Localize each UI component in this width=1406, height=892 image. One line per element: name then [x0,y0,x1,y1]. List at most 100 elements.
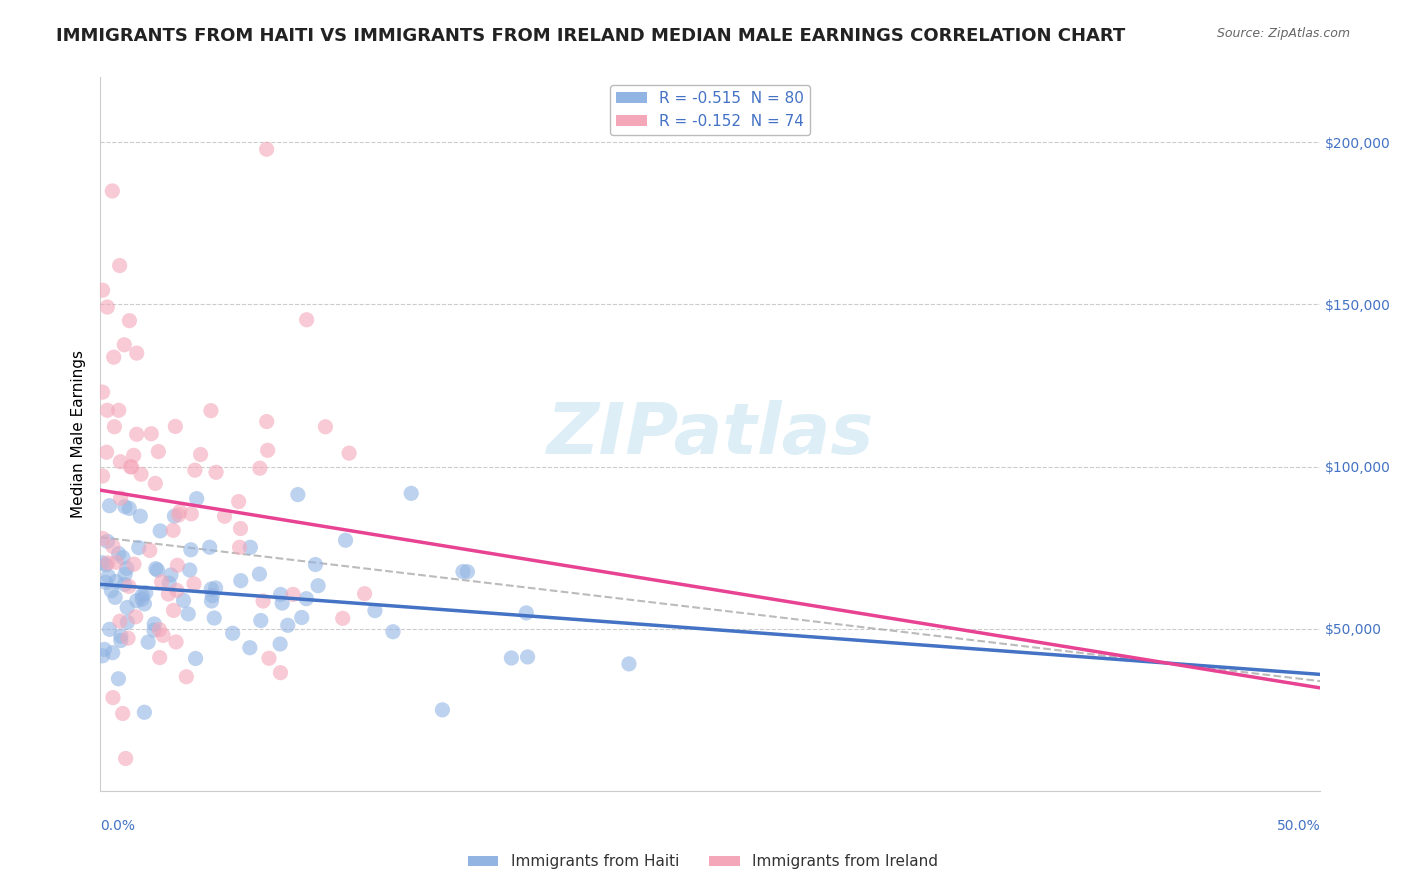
Immigrants from Haiti [91,648,114,663]
Immigrants from Ireland [252,594,274,608]
Immigrants from Haiti [146,563,169,577]
Immigrants from Haiti [201,589,224,603]
Immigrants from Ireland [214,509,236,524]
Immigrants from Ireland [110,491,132,506]
Immigrants from Ireland [125,610,148,624]
Immigrants from Haiti [100,583,122,598]
Immigrants from Haiti [200,594,222,608]
Immigrants from Ireland [249,461,271,475]
Immigrants from Ireland [295,312,318,326]
Immigrants from Haiti [335,533,357,548]
Immigrants from Haiti [177,607,200,621]
Immigrants from Haiti [115,561,138,575]
Immigrants from Ireland [183,577,205,591]
Immigrants from Haiti [110,629,132,643]
Text: Source: ZipAtlas.com: Source: ZipAtlas.com [1216,27,1350,40]
Y-axis label: Median Male Earnings: Median Male Earnings [72,351,86,518]
Immigrants from Ireland [91,385,114,400]
Immigrants from Haiti [93,642,115,657]
Immigrants from Ireland [101,690,124,705]
Immigrants from Haiti [291,610,314,624]
Immigrants from Haiti [173,593,195,607]
Immigrants from Haiti [271,596,294,610]
Immigrants from Ireland [184,463,207,477]
Immigrants from Ireland [129,467,152,482]
Immigrants from Ireland [91,283,114,297]
Immigrants from Ireland [269,665,291,680]
Immigrants from Ireland [122,449,145,463]
Immigrants from Haiti [364,604,387,618]
Immigrants from Haiti [125,593,148,607]
Immigrants from Ireland [256,443,278,458]
Immigrants from Ireland [114,751,136,765]
Immigrants from Ireland [120,459,142,474]
Immigrants from Haiti [131,588,153,602]
Immigrants from Ireland [101,184,124,198]
Immigrants from Haiti [399,486,422,500]
Immigrants from Haiti [221,626,243,640]
Immigrants from Ireland [101,540,124,554]
Immigrants from Ireland [96,403,118,417]
Immigrants from Haiti [202,611,225,625]
Immigrants from Ireland [117,631,139,645]
Immigrants from Haiti [129,509,152,524]
Immigrants from Ireland [228,541,250,555]
Immigrants from Haiti [287,487,309,501]
Immigrants from Haiti [91,556,114,570]
Immigrants from Haiti [136,635,159,649]
Text: IMMIGRANTS FROM HAITI VS IMMIGRANTS FROM IRELAND MEDIAN MALE EARNINGS CORRELATIO: IMMIGRANTS FROM HAITI VS IMMIGRANTS FROM… [56,27,1125,45]
Immigrants from Haiti [118,501,141,516]
Immigrants from Ireland [125,427,148,442]
Immigrants from Haiti [111,550,134,565]
Immigrants from Haiti [516,649,538,664]
Immigrants from Haiti [128,541,150,555]
Immigrants from Ireland [96,445,118,459]
Immigrants from Ireland [314,419,336,434]
Immigrants from Haiti [101,646,124,660]
Immigrants from Haiti [295,591,318,606]
Immigrants from Ireland [118,313,141,327]
Immigrants from Ireland [200,403,222,417]
Immigrants from Haiti [114,567,136,582]
Immigrants from Ireland [176,670,198,684]
Immigrants from Ireland [166,558,188,573]
Immigrants from Ireland [162,524,184,538]
Immigrants from Haiti [107,672,129,686]
Immigrants from Haiti [432,703,454,717]
Immigrants from Ireland [332,611,354,625]
Immigrants from Ireland [165,635,187,649]
Immigrants from Haiti [94,575,117,590]
Immigrants from Ireland [118,579,141,593]
Immigrants from Haiti [134,597,156,611]
Immigrants from Ireland [169,504,191,518]
Immigrants from Haiti [98,623,121,637]
Immigrants from Ireland [180,507,202,521]
Immigrants from Haiti [104,591,127,605]
Immigrants from Ireland [149,650,172,665]
Immigrants from Ireland [150,574,173,589]
Immigrants from Haiti [115,600,138,615]
Immigrants from Ireland [112,338,135,352]
Immigrants from Haiti [451,565,474,579]
Immigrants from Ireland [122,557,145,571]
Text: 50.0%: 50.0% [1277,820,1320,833]
Immigrants from Haiti [96,534,118,549]
Immigrants from Haiti [117,615,139,630]
Immigrants from Haiti [160,568,183,582]
Immigrants from Haiti [204,581,226,595]
Immigrants from Haiti [110,633,132,648]
Immigrants from Ireland [108,259,131,273]
Immigrants from Haiti [134,706,156,720]
Immigrants from Ireland [166,583,188,598]
Immigrants from Haiti [163,509,186,524]
Immigrants from Ireland [281,587,304,601]
Immigrants from Haiti [149,524,172,538]
Immigrants from Haiti [98,499,121,513]
Immigrants from Ireland [256,415,278,429]
Immigrants from Haiti [456,565,478,579]
Immigrants from Ireland [91,469,114,483]
Immigrants from Ireland [205,465,228,479]
Immigrants from Ireland [148,444,170,458]
Immigrants from Haiti [270,587,292,601]
Immigrants from Ireland [108,614,131,628]
